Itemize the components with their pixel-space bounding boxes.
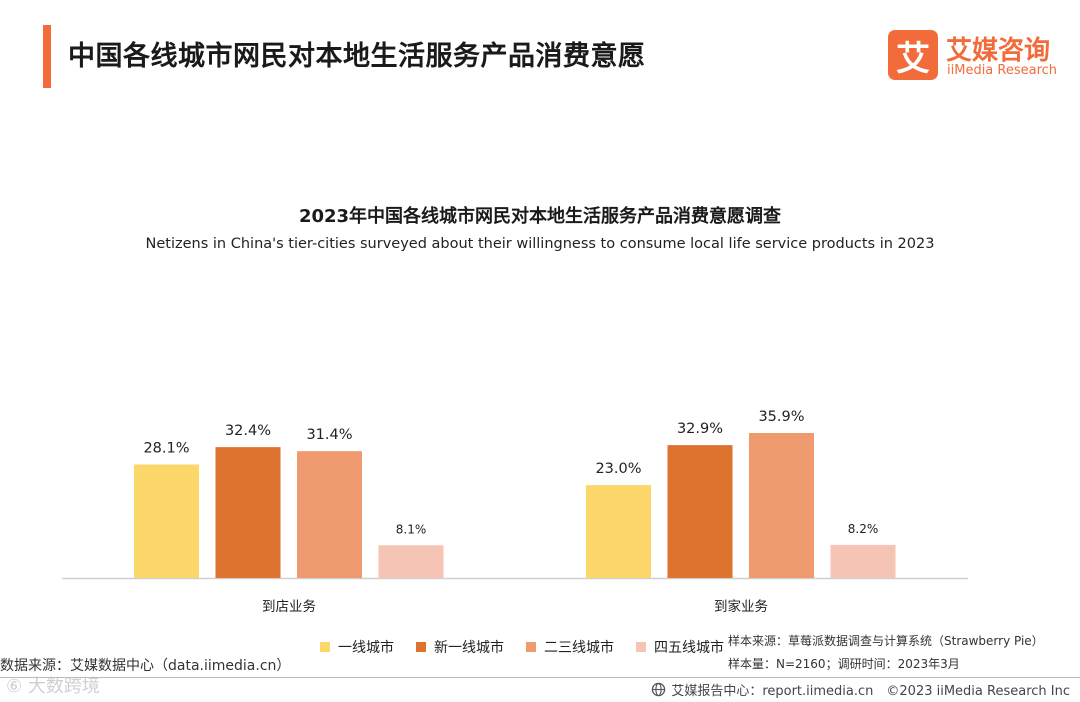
page-title: 中国各线城市网民对本地生活服务产品消费意愿 (68, 41, 646, 72)
category-label-1: 到店业务 (262, 599, 316, 615)
data-label-2-2: 32.9% (677, 421, 723, 437)
legend-swatch-tier23 (526, 642, 536, 652)
chart-title: 2023年中国各线城市网民对本地生活服务产品消费意愿调查 (298, 206, 782, 227)
legend-item-tier23: 二三线城市 (526, 637, 614, 657)
bar-2-1 (586, 485, 651, 578)
legend-label-tier1: 一线城市 (338, 640, 394, 656)
legend-item-new-tier1: 新一线城市 (416, 637, 504, 657)
legend-swatch-new-tier1 (416, 642, 426, 652)
bar-2-4 (830, 544, 896, 578)
logo-name-cn: 艾媒咨询 (946, 36, 1051, 66)
bar-2-2 (667, 445, 733, 578)
bar-1-2 (215, 447, 281, 578)
legend-item-tier45: 四五线城市 (636, 637, 724, 657)
logo-mark-icon: 艾 (888, 30, 938, 80)
legend-label-tier23: 二三线城市 (544, 640, 614, 656)
legend-label-tier45: 四五线城市 (654, 640, 724, 656)
title-accent-bar (43, 25, 51, 88)
footer-divider (0, 677, 1080, 678)
footer[interactable]: 艾媒报告中心：report.iimedia.cn ©2023 iiMedia R… (651, 680, 1070, 699)
watermark-text: ⑥ 大数跨境 (6, 676, 100, 697)
legend-label-new-tier1: 新一线城市 (434, 640, 504, 656)
chart-legend: 一线城市 新一线城市 二三线城市 四五线城市 (320, 637, 724, 657)
logo-name-en: iiMedia Research (947, 63, 1058, 78)
sample-source-note: 样本来源：草莓派数据调查与计算系统（Strawberry Pie） (728, 634, 1044, 648)
footer-text: 艾媒报告中心：report.iimedia.cn ©2023 iiMedia R… (671, 684, 1070, 699)
bar-1-1 (134, 464, 199, 578)
chart-subtitle: Netizens in China's tier-cities surveyed… (145, 236, 935, 252)
data-source-note: 数据来源：艾媒数据中心（data.iimedia.cn） (0, 658, 291, 674)
legend-item-tier1: 一线城市 (320, 637, 394, 657)
data-label-2-4: 8.2% (848, 522, 879, 536)
data-label-1-3: 31.4% (306, 427, 352, 443)
data-label-1-2: 32.4% (225, 423, 271, 439)
globe-icon (652, 682, 666, 697)
data-label-2-1: 23.0% (595, 461, 641, 477)
legend-swatch-tier1 (320, 642, 330, 652)
category-label-2: 到家业务 (714, 598, 768, 615)
bar-2-3 (749, 433, 814, 578)
data-label-2-3: 35.9% (758, 409, 804, 425)
iimedia-logo[interactable]: 艾 艾媒咨询 iiMedia Research (888, 30, 1063, 82)
data-label-1-4: 8.1% (396, 522, 427, 536)
bar-1-4 (378, 545, 444, 578)
sample-size-note: 样本量：N=2160；调研时间：2023年3月 (728, 657, 960, 671)
bar-1-3 (297, 451, 362, 578)
data-label-1-1: 28.1% (143, 441, 189, 457)
legend-swatch-tier45 (636, 642, 646, 652)
